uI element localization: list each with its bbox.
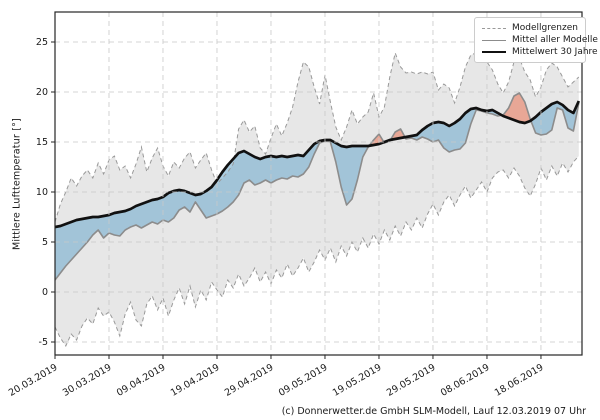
x-tick-label: 09.04.2019 <box>115 362 168 399</box>
plot-border <box>54 11 583 356</box>
x-tick-label: 08.06.2019 <box>439 362 492 399</box>
y-tick-label: 5 <box>42 237 48 248</box>
y-axis-title: Mittlere Lufttemperatur [°] <box>11 117 23 251</box>
lower-bound-line <box>55 155 580 348</box>
legend-label: Mittelwert 30 Jahre <box>512 47 598 57</box>
y-tick-label: 20 <box>36 87 48 98</box>
dashed-line-swatch-icon <box>482 27 506 29</box>
legend-label: Mittel aller Modelle <box>512 35 598 45</box>
legend-label: Modellgrenzen <box>512 23 578 33</box>
x-tick-label: 29.04.2019 <box>223 362 276 399</box>
y-tick-label: 0 <box>42 287 48 298</box>
legend-item-model-mean: Mittel aller Modelle <box>482 34 598 46</box>
x-tick-label: 29.05.2019 <box>385 362 438 399</box>
solid-line-swatch-icon <box>482 39 506 41</box>
x-tick-label: 20.03.2019 <box>7 362 60 399</box>
legend: Modellgrenzen Mittel aller Modelle Mitte… <box>474 17 598 63</box>
x-tick-label: 18.06.2019 <box>493 362 546 399</box>
y-tick-label: 10 <box>36 187 48 198</box>
x-tick-label: 19.04.2019 <box>169 362 222 399</box>
x-tick-label: 09.05.2019 <box>277 362 330 399</box>
legend-item-mean-30y: Mittelwert 30 Jahre <box>482 46 598 58</box>
mean-30y-line <box>55 100 581 229</box>
y-tick-label: 15 <box>36 137 48 148</box>
thick-line-swatch-icon <box>482 51 506 53</box>
y-tick-label: 25 <box>36 37 48 48</box>
upper-bound-line <box>55 51 580 223</box>
below-normal-fill <box>55 101 579 280</box>
legend-item-model-bounds: Modellgrenzen <box>482 22 579 34</box>
gridlines <box>54 12 582 355</box>
copyright-note: (c) Donnerwetter.de GmbH SLM-Modell, Lau… <box>281 406 586 417</box>
model-mean-line <box>55 92 580 281</box>
x-tick-label: 19.05.2019 <box>331 362 384 399</box>
plot-area <box>55 51 581 348</box>
y-tick-label: -5 <box>39 337 48 348</box>
x-tick-label: 30.03.2019 <box>61 362 114 399</box>
